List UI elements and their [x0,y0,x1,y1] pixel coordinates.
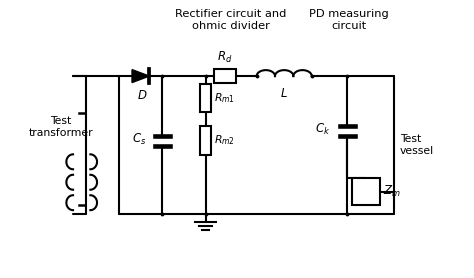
FancyBboxPatch shape [214,70,236,83]
Text: Test
transformer: Test transformer [28,116,93,138]
Polygon shape [132,70,149,83]
Text: $C_s$: $C_s$ [132,131,146,147]
Text: $Z_m$: $Z_m$ [383,184,401,199]
Text: PD measuring
circuit: PD measuring circuit [309,9,389,31]
Text: $D$: $D$ [137,89,147,102]
FancyBboxPatch shape [200,84,211,112]
Text: $C_k$: $C_k$ [315,121,330,137]
Text: Rectifier circuit and
ohmic divider: Rectifier circuit and ohmic divider [175,9,287,31]
Text: $R_{m1}$: $R_{m1}$ [214,91,235,105]
Text: $R_d$: $R_d$ [217,50,233,65]
FancyBboxPatch shape [352,178,380,205]
Text: $L$: $L$ [280,87,288,100]
FancyBboxPatch shape [200,126,211,155]
Text: $R_{m2}$: $R_{m2}$ [214,134,235,147]
Text: Test
vessel: Test vessel [400,134,434,156]
